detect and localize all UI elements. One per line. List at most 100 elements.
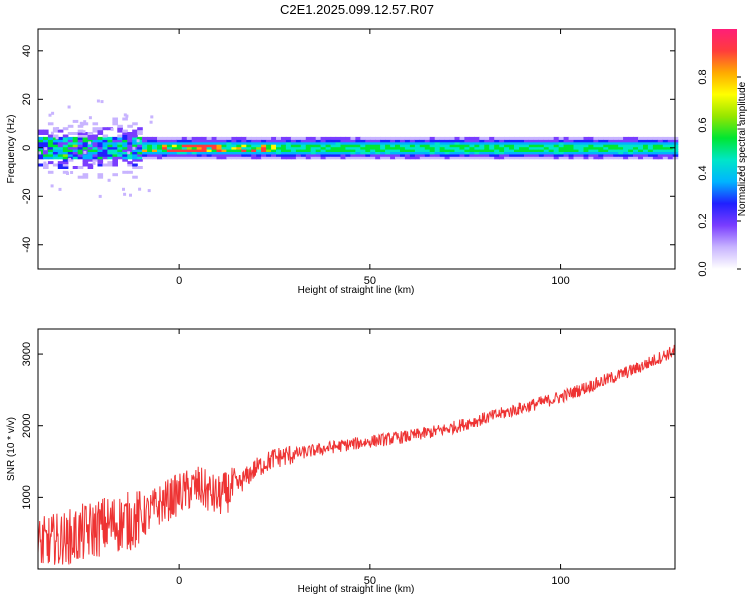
spectrogram-cell — [300, 136, 307, 140]
spectrogram-cell — [662, 156, 669, 160]
spectrogram-cell — [72, 119, 79, 123]
spectrogram-cell — [563, 153, 570, 157]
spectrogram-cell — [181, 136, 188, 140]
spectrogram-cell — [241, 149, 247, 152]
spectrogram-cell — [92, 136, 99, 140]
spectrogram-cell — [414, 149, 421, 152]
spectrogram-cell — [162, 156, 168, 160]
spectrogram-cell — [196, 153, 203, 157]
colorbar-gradient — [712, 29, 737, 269]
spectrogram-cell — [593, 146, 599, 150]
spectrogram-cell — [43, 132, 49, 135]
spectrogram-cell — [667, 149, 674, 152]
spectrogram-cell — [142, 139, 148, 143]
spectrogram-cell — [92, 161, 96, 165]
spectrogram-cell — [509, 139, 515, 143]
spectrogram-cell — [424, 139, 431, 143]
spectrogram-cell — [454, 136, 461, 140]
spectrogram-cell — [107, 151, 113, 155]
spectrogram-cell — [335, 136, 342, 140]
spectrogram-cell — [107, 163, 113, 167]
spectrogram-cell — [107, 153, 113, 157]
spectrogram-cell — [251, 139, 257, 143]
spectrogram-cell — [256, 149, 262, 152]
spectrogram-cell — [662, 151, 669, 155]
spectrogram-cell — [290, 144, 297, 148]
spectrogram-cell — [295, 151, 302, 155]
spectrogram-cell — [201, 136, 208, 140]
spectrogram-cell — [330, 139, 337, 143]
spectrogram-cell — [454, 144, 461, 148]
spectrogram-cell — [657, 146, 664, 150]
spectrogram-cell — [543, 139, 550, 143]
spectrogram-cell — [231, 141, 237, 145]
spectrogram-cell — [558, 144, 565, 148]
spectrogram-cell — [57, 161, 64, 165]
spectrogram-cell — [102, 134, 109, 138]
spectrogram-cell — [92, 141, 99, 145]
colorbar-tick-label: 0.8 — [697, 69, 709, 84]
spectrogram-cell — [350, 139, 356, 143]
spectrogram-cell — [320, 149, 327, 152]
spectrogram-cell — [419, 136, 426, 140]
spectrogram-cell — [543, 136, 550, 140]
spectrogram-cell — [206, 139, 213, 143]
spectrogram-cell — [152, 153, 158, 157]
spectrogram-cell — [643, 146, 649, 150]
spectrogram-cell — [454, 156, 461, 160]
spectrogram-cell — [613, 149, 619, 152]
spectrogram-cell — [305, 141, 312, 145]
spectrogram-cell — [246, 139, 252, 143]
spectrogram-cell — [191, 144, 198, 148]
spectrogram-cell — [38, 132, 44, 135]
spectrogram-cell — [499, 146, 505, 150]
spectrogram-cell — [82, 144, 89, 148]
spectrogram-cell — [77, 129, 84, 133]
spectrogram-cell — [360, 141, 366, 145]
spectrogram-cell — [186, 141, 193, 145]
spectrogram-cell — [603, 136, 609, 140]
spectrogram-cell — [62, 153, 69, 157]
spectrogram-cell — [454, 149, 461, 152]
spectrogram-cell — [176, 156, 183, 160]
spectrogram-cell — [132, 139, 138, 143]
spectrogram-cell — [201, 149, 208, 152]
spectrogram-cell — [62, 158, 69, 162]
spectrogram-cell — [97, 146, 104, 150]
spectrogram-cell — [638, 136, 644, 140]
spectrogram-cell — [72, 136, 79, 140]
x-tick-label: 50 — [364, 275, 376, 287]
spectrogram-cell — [117, 151, 123, 155]
spectrogram-cell — [514, 151, 520, 155]
spectrogram-cell — [62, 156, 69, 160]
spectrogram-cell — [414, 146, 421, 150]
spectrogram-cell — [409, 136, 416, 140]
spectrogram-cell — [186, 136, 193, 140]
spectrogram-cell — [201, 153, 208, 157]
spectrogram-cell — [92, 146, 99, 150]
spectrogram-cell — [221, 139, 228, 143]
spectrogram-cell — [102, 139, 109, 143]
spectrogram-cell — [82, 153, 89, 157]
spectrogram-cell — [524, 151, 530, 155]
spectrogram-cell — [231, 149, 237, 152]
spectrogram-cell — [285, 156, 292, 160]
spectrogram-cell — [340, 156, 347, 160]
spectrogram-cell — [305, 139, 312, 143]
spectrogram-cell — [62, 166, 69, 169]
spectrogram-cell — [47, 136, 54, 140]
spectrogram-cell — [444, 144, 451, 148]
spectrogram-cell — [474, 141, 480, 145]
spectrogram-cell — [439, 153, 446, 157]
spectrogram-cell — [211, 153, 218, 157]
spectrogram-cell — [102, 156, 109, 160]
spectrogram-cell — [305, 149, 312, 152]
spectrogram-cell — [643, 153, 649, 157]
spectrogram-cell — [43, 141, 49, 145]
spectrogram-cell — [300, 153, 307, 157]
spectrogram-cell — [142, 149, 148, 152]
spectrogram-cell — [117, 149, 123, 152]
spectrogram-cell — [295, 136, 302, 140]
spectrogram-cell — [528, 156, 535, 160]
spectrogram-cell — [50, 131, 54, 135]
